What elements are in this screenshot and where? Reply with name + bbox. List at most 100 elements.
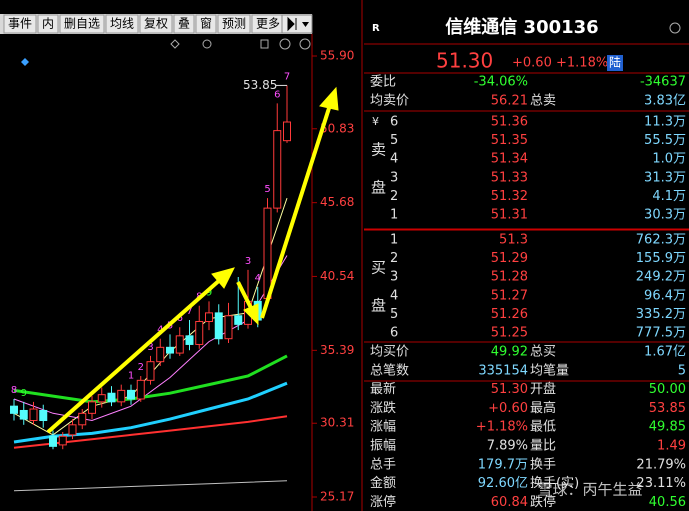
tag-box [607, 55, 623, 71]
row-value: 49.92 [491, 345, 528, 360]
arrow-shaft [260, 104, 332, 319]
toolbar-button[interactable] [139, 14, 173, 34]
row-label: 均卖价 [370, 94, 409, 109]
candle-body [195, 320, 204, 345]
toolbar-button[interactable] [173, 14, 195, 34]
book-volume: 777.5万 [636, 326, 686, 341]
toolbar-arrow-icon [287, 16, 297, 32]
book-level: 1 [390, 208, 398, 223]
book-price: 51.35 [491, 133, 528, 148]
row-label: 涨停 [370, 494, 396, 510]
row-value: 56.21 [491, 94, 528, 109]
book-side-label: 盘 [371, 297, 386, 315]
y-tick-label: 50.83 [320, 121, 354, 135]
row-label: 均笔量 [530, 362, 569, 378]
row-label: 总笔数 [370, 362, 409, 378]
candle-body [78, 412, 87, 426]
row-value: +0.60 [488, 401, 528, 416]
row-label: 开盘 [530, 381, 556, 397]
toolbar-label: 预测 [222, 17, 246, 31]
book-volume: 4.1万 [652, 189, 686, 204]
watermark: 雪球：丙午生益 [537, 481, 642, 499]
row-label: 涨跌 [370, 400, 396, 416]
candle-body [136, 379, 145, 400]
td-count: 9 [21, 388, 27, 399]
toolbar-label: 事件 [8, 17, 32, 31]
icon-zoom-out[interactable] [299, 38, 311, 50]
ma-line [13, 354, 288, 404]
candle-body [10, 405, 18, 414]
book-price: 51.27 [491, 288, 528, 303]
toolbar-label: 叠 [178, 17, 190, 31]
candle-body [185, 335, 194, 345]
candle-body [68, 424, 77, 436]
row-value: 23.11% [636, 476, 686, 491]
row-value: 3.83亿 [644, 94, 686, 109]
row-label: 跌停 [530, 494, 556, 510]
candle-body [39, 409, 48, 422]
candle-body [273, 130, 282, 209]
book-level: 2 [390, 189, 398, 204]
book-volume: 1.0万 [652, 152, 686, 167]
book-price: 51.28 [491, 270, 528, 285]
td-count: 6 [177, 313, 183, 324]
candle-body [283, 121, 291, 142]
toolbar-button[interactable] [59, 14, 105, 34]
settings-icon[interactable] [669, 22, 681, 34]
row-label: 均买价 [370, 345, 409, 360]
td-count: 8 [11, 385, 17, 396]
book-volume: 249.2万 [636, 270, 686, 285]
arrow-head [243, 303, 259, 326]
toolbar-button[interactable] [105, 14, 139, 34]
ma-line [13, 480, 288, 492]
arrow-shaft [46, 276, 224, 434]
icon-eye[interactable] [202, 39, 212, 49]
td-count: 4 [255, 273, 261, 284]
row-value: -34.06% [474, 75, 528, 90]
book-price: 51.3 [499, 233, 528, 248]
row-value: 1.49 [657, 439, 686, 454]
td-count: 3 [245, 256, 251, 267]
book-side-label: 卖 [371, 141, 386, 159]
arrow-shaft [236, 281, 254, 311]
book-level: 5 [390, 307, 398, 322]
row-label: 振幅 [370, 439, 396, 454]
toolbar-button[interactable] [217, 14, 251, 34]
icon-lock[interactable] [260, 39, 269, 49]
row-value: 50.00 [649, 382, 686, 397]
toolbar-label: 删自选 [64, 17, 100, 31]
row-label: 委比 [370, 75, 396, 90]
chart-icons [170, 38, 311, 50]
row-value: +1.18% [476, 420, 528, 435]
toolbar-button[interactable] [3, 14, 37, 34]
td-count: 7 [284, 71, 290, 82]
row-label: 总卖 [530, 94, 556, 109]
toolbar-dropdown-icon[interactable] [302, 22, 309, 27]
row-label: 总买 [530, 345, 556, 360]
row-label: 最高 [530, 400, 556, 416]
toolbar-button[interactable] [37, 14, 59, 34]
icon-zoom-in[interactable] [279, 38, 291, 50]
stock-title: 信维通信 300136 [445, 16, 598, 38]
candle-body [88, 401, 96, 414]
row-value: -34637 [640, 75, 686, 90]
icon-diamond[interactable] [170, 39, 180, 49]
candle-body [49, 435, 57, 447]
row-label: 涨幅 [370, 420, 396, 435]
row-label: 换手 [530, 457, 556, 472]
book-side-label: 买 [371, 259, 386, 277]
row-value: 49.85 [649, 420, 686, 435]
candle-body [29, 408, 38, 422]
book-volume: 762.3万 [636, 233, 686, 248]
row-value: 179.7万 [478, 457, 528, 472]
toolbar-label: 均线 [110, 17, 134, 31]
row-label: 最低 [530, 420, 556, 435]
book-price: 51.32 [491, 189, 528, 204]
book-volume: 11.3万 [644, 115, 686, 130]
row-label: 金额 [370, 475, 396, 491]
book-volume: 30.3万 [644, 208, 686, 223]
y-tick-label: 35.39 [320, 343, 354, 357]
candle-body [146, 361, 155, 381]
toolbar-button[interactable] [195, 14, 217, 34]
